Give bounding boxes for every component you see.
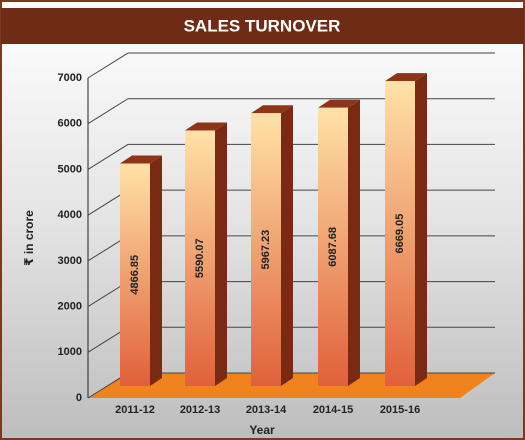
data-label: 6087.68 xyxy=(327,227,339,267)
x-tick-label: 2011-12 xyxy=(115,404,155,416)
y-tick-label: 0 xyxy=(76,392,82,404)
x-tick-label: 2015-16 xyxy=(380,404,420,416)
bar-top xyxy=(120,155,162,164)
bar xyxy=(318,99,360,386)
bar xyxy=(185,122,227,386)
data-label: 5590.07 xyxy=(194,238,206,278)
y-tick-label: 7000 xyxy=(58,72,82,84)
title-bar xyxy=(1,8,524,44)
bar-side xyxy=(415,73,427,386)
bar-side xyxy=(348,99,360,386)
y-tick-label: 5000 xyxy=(58,163,82,175)
bar-top xyxy=(385,73,427,82)
chart-title: SALES TURNOVER xyxy=(184,16,341,35)
bar-top xyxy=(251,105,293,114)
x-tick-label: 2012-13 xyxy=(180,404,220,416)
y-tick-label: 2000 xyxy=(58,300,82,312)
x-axis-label: Year xyxy=(249,423,275,437)
y-tick-label: 6000 xyxy=(58,118,82,130)
y-tick-label: 3000 xyxy=(58,255,82,267)
x-tick-label: 2014-15 xyxy=(313,404,353,416)
data-label: 5967.23 xyxy=(260,230,272,270)
bar-top xyxy=(185,122,227,131)
bar xyxy=(251,105,293,386)
bar-side xyxy=(215,122,227,386)
bar xyxy=(120,155,162,386)
y-tick-label: 1000 xyxy=(58,346,82,358)
bar xyxy=(385,73,427,386)
bar-front xyxy=(385,81,415,386)
bar-top xyxy=(318,99,360,108)
data-label: 6669.05 xyxy=(394,214,406,254)
bar-front xyxy=(251,113,281,386)
bar-side xyxy=(150,155,162,386)
grid-line xyxy=(87,143,495,170)
x-tick-label: 2013-14 xyxy=(246,404,287,416)
grid-line xyxy=(87,98,495,125)
bar-front xyxy=(318,107,348,386)
y-tick-label: 4000 xyxy=(58,209,82,221)
bar-front xyxy=(120,163,150,386)
bar-front xyxy=(185,130,215,386)
bar-side xyxy=(281,105,293,386)
grid-line xyxy=(87,52,495,79)
data-label: 4866.85 xyxy=(129,255,141,295)
y-axis-label: ₹ in crore xyxy=(22,210,36,266)
